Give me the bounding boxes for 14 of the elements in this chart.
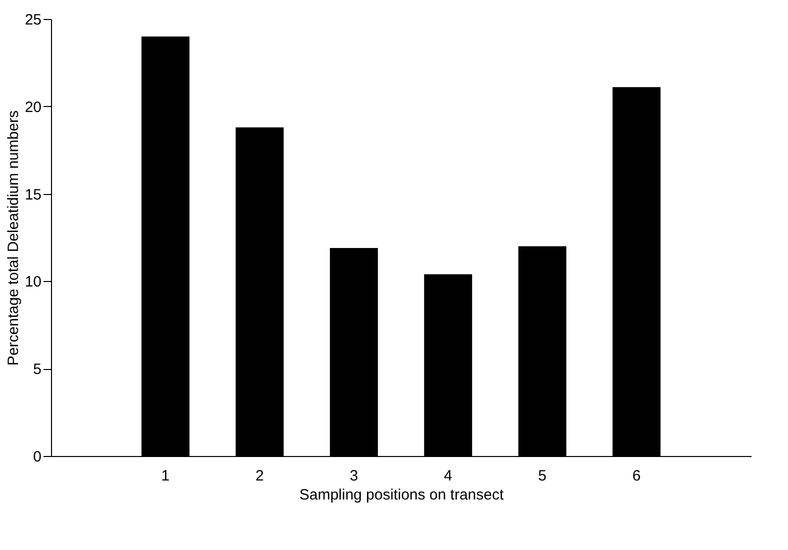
x-tick-label: 3 [350, 468, 358, 484]
x-axis-title: Sampling positions on transect [299, 486, 504, 504]
x-tick-label: 1 [161, 468, 170, 484]
x-tick-label: 2 [256, 468, 264, 484]
y-tick-label: 5 [33, 361, 42, 378]
x-tick-label: 5 [538, 468, 546, 484]
x-tick-label: 6 [632, 468, 641, 484]
y-tick-label: 10 [24, 274, 42, 291]
y-tick-label: 25 [24, 12, 42, 28]
y-axis-title: Percentage total Deleatidium numbers [4, 110, 22, 366]
y-tick-label: 20 [24, 98, 42, 116]
x-tick-label: 4 [444, 468, 452, 484]
y-tick-label: 15 [24, 186, 42, 204]
y-tick-label: 0 [33, 448, 42, 466]
